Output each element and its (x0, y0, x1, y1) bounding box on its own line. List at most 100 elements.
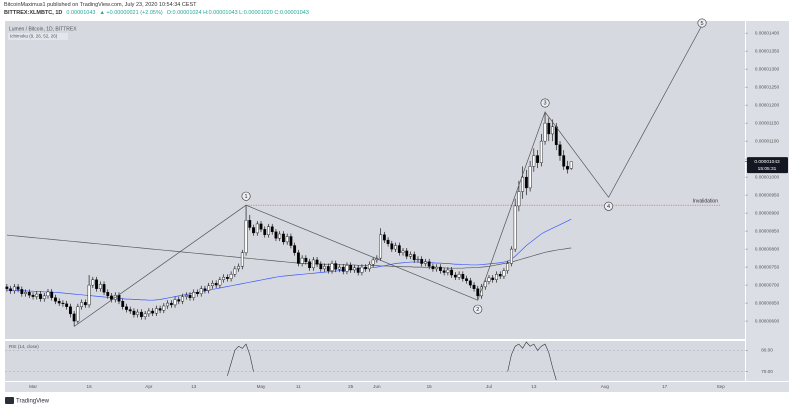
candle-body (282, 233, 285, 243)
candle-body (255, 223, 259, 234)
candle-body (65, 303, 69, 307)
candle-body (20, 289, 24, 294)
main-pane (5, 21, 745, 339)
candle-body (547, 122, 551, 135)
candle-body (95, 279, 98, 289)
candle-body (289, 236, 293, 246)
y-tick-label: 0.00000650 (755, 300, 780, 305)
x-tick-label: 15 (427, 384, 433, 389)
wave-label: 5 (700, 21, 703, 27)
y-tick-label: 0.00000700 (755, 282, 780, 287)
candle-body (461, 274, 465, 279)
candle-body (371, 259, 375, 265)
x-tick-label: 25 (348, 384, 354, 389)
candle-body (424, 261, 427, 264)
candle-body (233, 268, 237, 275)
candle-body (166, 302, 169, 307)
candle-body (267, 226, 270, 235)
candle-body (487, 277, 491, 282)
rsi-title: RSI (14, close) (9, 344, 39, 349)
candle-body (323, 266, 326, 270)
candle-body (285, 236, 289, 243)
candle-body (270, 226, 274, 233)
candle-body (551, 126, 554, 135)
y-tick-label: 0.00001000 (755, 174, 780, 179)
candle-body (278, 233, 282, 239)
logo-icon (5, 397, 14, 404)
candle-body (263, 229, 267, 235)
candle-body (300, 257, 304, 264)
candle-body (50, 291, 54, 298)
candle-body (296, 252, 300, 264)
candle-body (98, 284, 102, 289)
candle-body (173, 299, 177, 306)
x-tick-label: 17 (662, 384, 668, 389)
candle-body (330, 263, 334, 271)
candle-body (435, 266, 439, 270)
candle-body (244, 220, 248, 253)
candle-body (569, 161, 573, 169)
wave-label: 3 (544, 101, 547, 107)
candle-body (326, 266, 330, 271)
x-tick-label: 13 (191, 384, 197, 389)
candle-body (472, 284, 476, 289)
candle-body (169, 302, 173, 306)
candle-body (147, 310, 151, 315)
x-tick-label: 11 (296, 384, 301, 389)
candle-body (345, 265, 349, 272)
candle-body (5, 286, 9, 289)
candle-body (338, 266, 341, 270)
candle-body (259, 223, 263, 230)
symbol: BITTREX:XLMBTC, 1D (4, 10, 63, 16)
chart-title: Lumen / Bitcoin, 1D, BITTREX (9, 26, 77, 32)
candle-body (196, 292, 199, 294)
candle-body (480, 286, 483, 297)
rsi-tick-label: 80.00 (761, 348, 773, 353)
candle-body (446, 269, 450, 273)
y-tick-label: 0.00001100 (755, 138, 779, 143)
candle-body (61, 302, 65, 305)
last-price-box (747, 157, 788, 174)
candle-body (506, 263, 510, 271)
candle-body (491, 277, 495, 280)
candle-body (274, 231, 278, 239)
candle-body (367, 264, 371, 270)
footer-text: TradingView (16, 399, 50, 405)
candle-body (431, 266, 435, 270)
candle-body (16, 286, 20, 290)
y-tick-label: 0.00001250 (755, 84, 780, 89)
candle-body (214, 283, 218, 286)
price: 0.00001043 (66, 10, 96, 16)
y-tick-label: 0.00001350 (755, 48, 780, 53)
candle-body (46, 291, 50, 297)
candle-body (521, 176, 525, 192)
candle-body (483, 281, 487, 288)
candle-body (528, 166, 532, 189)
countdown: 15:05:31 (758, 166, 777, 172)
candle-body (162, 305, 166, 311)
x-tick-label: 16 (87, 384, 93, 389)
candle-body (416, 258, 420, 261)
candle-body (476, 288, 480, 297)
candle-body (211, 283, 214, 287)
candle-body (562, 155, 566, 167)
candle-body (24, 292, 27, 294)
y-tick-label: 0.00000800 (755, 246, 780, 251)
candle-body (554, 126, 558, 145)
candle-body (199, 288, 203, 294)
candle-body (536, 155, 539, 163)
x-tick-label: Apr (145, 384, 153, 389)
candle-body (9, 288, 13, 292)
candle-body (54, 297, 57, 302)
x-tick-label: 13 (531, 384, 537, 389)
candle-body (132, 310, 136, 315)
candle-body (364, 266, 368, 270)
x-tick-label: Mar (29, 384, 37, 389)
candle-body (80, 302, 84, 307)
candle-body (42, 295, 46, 299)
candle-body (356, 267, 360, 273)
candle-body (558, 144, 562, 156)
candle-body (532, 155, 536, 167)
candle-body (566, 166, 569, 170)
